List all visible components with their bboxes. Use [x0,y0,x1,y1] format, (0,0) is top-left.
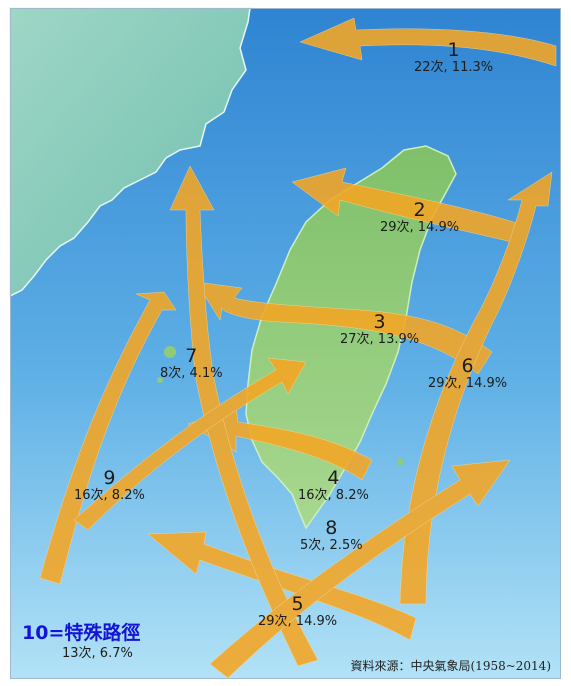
track-7-number: 7 [185,345,198,367]
track-9-arrow [39,291,177,585]
track-8-count: 5次, 2.5% [300,538,363,553]
track-3-arrow [195,281,493,375]
penghu-islet-2 [157,377,163,383]
track-7-label: 7 8次, 4.1% [160,346,223,382]
mainland-coast [9,7,251,298]
track-9-branch-arrow [73,357,307,531]
track-4-count: 16次, 8.2% [298,488,369,503]
track-7-count: 8次, 4.1% [160,366,223,381]
track-8-label: 8 5次, 2.5% [300,518,363,554]
track-2-number: 2 [413,199,426,221]
track-7-arrow [169,165,319,667]
taiwan-island [245,145,457,530]
track-4-label: 4 16次, 8.2% [298,468,369,504]
track-5-label: 5 29次, 14.9% [258,594,337,630]
track-2-arrow [291,167,521,245]
track-5-arrow [147,531,417,641]
special-track-count: 13次, 6.7% [62,646,133,661]
track-9-label: 9 16次, 8.2% [74,468,145,504]
track-1-arrow [299,17,557,67]
track-1-number: 1 [447,39,460,61]
track-1-count: 22次, 11.3% [414,60,494,75]
track-9-number: 9 [103,467,116,489]
track-6-count: 29次, 14.9% [428,376,508,391]
penghu-islet [164,346,176,358]
track-4-number: 4 [327,467,340,489]
track-8-arrow [209,459,511,679]
data-source-caption: 資料來源：中央氣象局(1958~2014) [350,659,552,673]
green-island [397,458,403,466]
track-3-count: 27次, 13.9% [340,332,420,347]
track-5-count: 29次, 14.9% [258,614,338,629]
track-3-number: 3 [373,311,386,333]
track-2-count: 29次, 14.9% [380,220,460,235]
track-8-number: 8 [325,517,338,539]
track-1-label: 1 22次, 11.3% [414,40,493,76]
track-2-label: 2 29次, 14.9% [380,200,459,236]
special-track-label: 10=特殊路徑 13次, 6.7% [22,622,140,662]
track-3-label: 3 27次, 13.9% [340,312,419,348]
track-6-label: 6 29次, 14.9% [428,356,507,392]
track-5-number: 5 [291,593,304,615]
special-track-title: 10=特殊路徑 [22,622,141,644]
track-9-count: 16次, 8.2% [74,488,145,503]
track-6-number: 6 [461,355,474,377]
